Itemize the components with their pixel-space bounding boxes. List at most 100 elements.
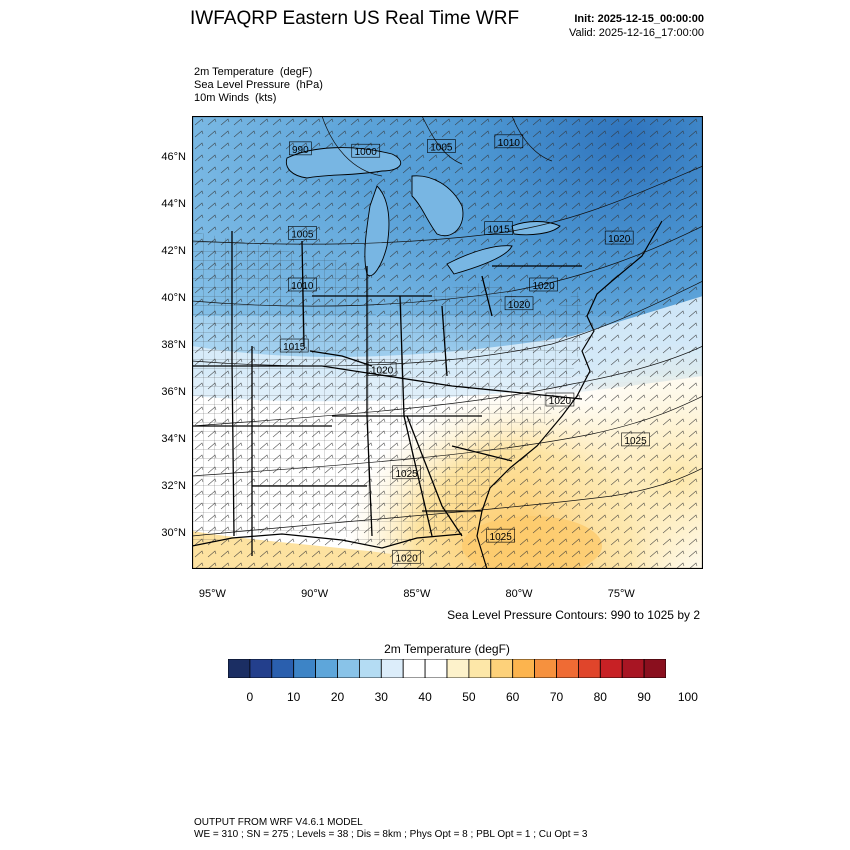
colorbar-swatch [534, 659, 557, 678]
colorbar-tick-label: 20 [330, 690, 345, 704]
colorbar-swatch [512, 659, 536, 678]
isobar-label: 1000 [355, 147, 378, 158]
slp-contour-note: Sea Level Pressure Contours: 990 to 1025… [447, 608, 700, 622]
isobar-label-box [289, 141, 312, 156]
colorbar-swatch [577, 659, 601, 678]
isobar-label: 1005 [291, 229, 314, 240]
map-canvas: 990 1000 1005 1010 1005 1015 1020 1010 1020 1020 1… [192, 116, 703, 569]
state-boundaries [192, 231, 583, 556]
isobar-label-box [529, 277, 558, 292]
isobar-label: 1020 [371, 365, 394, 376]
colorbar-tick-label: 60 [506, 690, 520, 704]
isobar-label-box [484, 221, 513, 235]
isobar-label: 1020 [608, 234, 631, 245]
field-label-winds: 10m Winds (kts) [194, 92, 276, 104]
isobar-label-box [504, 296, 534, 311]
colorbar-tick-label: 70 [549, 690, 564, 704]
colorbar-swatch [643, 659, 666, 678]
colorbar-swatch [228, 659, 251, 678]
isobar-label-box [279, 338, 309, 353]
isobar-label-box [494, 134, 524, 149]
colorbar-swatch [556, 659, 579, 678]
lat-tick-label: 32°N [161, 479, 186, 492]
isobar-label-box [367, 362, 397, 376]
colorbar-swatch [249, 659, 273, 678]
field-name: 10m Winds [194, 92, 250, 104]
colorbar-tick-label: 30 [374, 690, 388, 704]
colorbar-tick-label: 100 [677, 690, 698, 704]
lake-huron [411, 175, 464, 237]
colorbar-swatch [446, 659, 470, 678]
lat-tick-label: 36°N [161, 385, 186, 398]
temperature-colorbar [228, 659, 666, 678]
coastline [192, 220, 663, 569]
field-label-temperature: 2m Temperature (degF) [194, 66, 312, 78]
init-time: Init: 2025-12-15_00:00:00 [574, 13, 704, 25]
isobar-label: 1015 [283, 342, 306, 353]
lat-tick-label: 30°N [161, 526, 186, 539]
isobar-label: 1010 [498, 138, 521, 149]
lon-tick-label: 90°W [301, 588, 329, 600]
colorbar-swatch [468, 659, 492, 678]
isobar-label-box [427, 139, 456, 153]
lat-tick-label: 42°N [161, 245, 186, 258]
lon-tick-label: 80°W [505, 588, 533, 600]
isobar-label: 1005 [430, 143, 453, 154]
model-info-line1: OUTPUT FROM WRF V4.6.1 MODEL [194, 817, 363, 828]
colorbar-swatch [424, 659, 448, 678]
colorbar-tick-label: 50 [462, 690, 476, 704]
lake-superior [285, 147, 402, 179]
isobar-label-box [288, 226, 317, 240]
isobar-label: 1025 [624, 436, 647, 447]
field-name: 2m Temperature [194, 66, 274, 78]
colorbar-swatch [271, 659, 295, 678]
isobar-label: 1020 [508, 300, 531, 311]
isobar-label-box [288, 277, 317, 292]
colorbar-swatch [358, 659, 382, 678]
isobar-label: 1015 [487, 225, 510, 236]
lake-erie [446, 245, 513, 275]
colorbar-swatch [621, 659, 645, 678]
isobars [192, 116, 703, 537]
lon-tick-label: 95°W [198, 588, 226, 600]
field-units: (degF) [279, 66, 313, 78]
isobar-label: 1020 [395, 553, 418, 564]
colorbar-tick-label: 0 [246, 690, 254, 704]
lat-tick-label: 34°N [161, 432, 186, 445]
isobar-label: 1010 [291, 281, 314, 292]
plot-title: IWFAQRP Eastern US Real Time WRF [190, 8, 520, 29]
colorbar-swatch [599, 659, 623, 678]
model-info-line2: WE = 310 ; SN = 275 ; Levels = 38 ; Dis … [194, 829, 588, 840]
colorbar-tick-label: 10 [287, 690, 301, 704]
colorbar-swatch [380, 659, 404, 678]
lat-tick-label: 44°N [161, 198, 186, 211]
isobar-label-box [486, 528, 515, 543]
isobar-label-box [604, 230, 634, 245]
lon-tick-label: 85°W [403, 588, 431, 600]
colorbar-swatch [337, 659, 360, 678]
isobar-label-box [621, 432, 650, 447]
colorbar-tick-label: 90 [637, 690, 651, 704]
isobar-label-box [545, 392, 575, 407]
colorbar-swatch [315, 659, 338, 678]
field-name: Sea Level Pressure [194, 79, 290, 91]
lat-tick-label: 40°N [161, 292, 186, 305]
lake-ontario [511, 221, 561, 236]
colorbar-swatch [293, 659, 316, 678]
lat-tick-label: 38°N [161, 339, 186, 352]
map-border [192, 116, 703, 569]
isobar-label-box [392, 465, 421, 480]
isobar-labels: 990 1000 1005 1010 1005 1015 1020 1010 1020 1020 1… [279, 134, 650, 564]
lat-tick-label: 46°N [161, 151, 186, 164]
weather-map: 990 1000 1005 1010 1005 1015 1020 1010 1020 1020 1… [192, 116, 703, 569]
field-units: (kts) [255, 92, 277, 104]
isobar-label: 990 [292, 145, 309, 156]
colorbar-swatch [402, 659, 426, 678]
isobar-label-box [351, 143, 381, 158]
isobar-label: 1025 [490, 532, 513, 543]
isobar-label: 1020 [549, 396, 572, 407]
field-units: (hPa) [296, 79, 323, 91]
lon-tick-label: 75°W [607, 588, 635, 600]
wind-barbs [192, 116, 703, 569]
colorbar-title: 2m Temperature (degF) [384, 642, 510, 656]
